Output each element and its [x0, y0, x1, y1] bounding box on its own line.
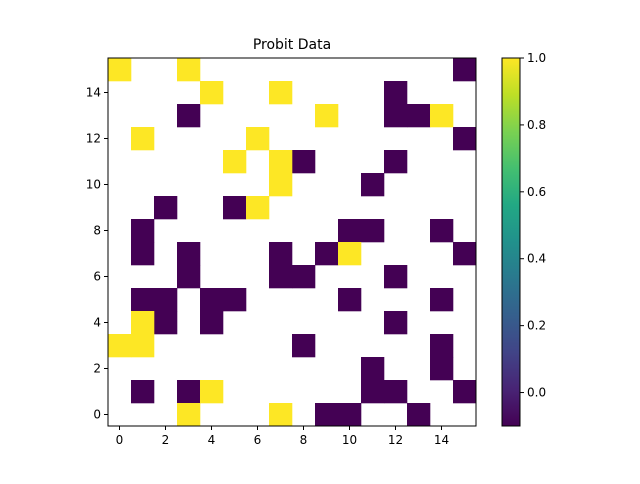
- colorbar-tick-label: 0.6: [527, 185, 546, 199]
- heatmap-cell-0: [361, 380, 385, 404]
- heatmap-cell-1: [315, 104, 339, 128]
- y-axis: 0 2 4 6 8 10 12 14: [86, 86, 108, 422]
- heatmap-cell-0: [154, 288, 178, 312]
- heatmap-cell-1: [131, 127, 155, 151]
- heatmap-cell-0: [384, 311, 408, 335]
- heatmap-cell-0: [269, 265, 293, 289]
- heatmap-cell-1: [269, 81, 293, 105]
- heatmap-cell-0: [361, 173, 385, 197]
- heatmap-cell-1: [338, 242, 362, 266]
- x-tick-label: 12: [388, 433, 403, 447]
- heatmap-cell-1: [246, 196, 270, 220]
- colorbar-tick-label: 0.8: [527, 118, 546, 132]
- heatmap-cell-0: [292, 150, 316, 174]
- plot-frame: [107, 57, 477, 427]
- heatmap-cell-0: [177, 380, 201, 404]
- heatmap-cell-1: [108, 334, 132, 358]
- heatmap-cell-0: [177, 265, 201, 289]
- heatmap-cell-1: [177, 58, 201, 82]
- heatmap-cell-1: [246, 127, 270, 151]
- heatmap-cell-0: [384, 150, 408, 174]
- heatmap-cell-1: [131, 311, 155, 335]
- plot-area: 0 2 4 6 8 10 12 14 0 2 4 6 8 10 12 14: [86, 57, 477, 447]
- heatmap-cell-0: [223, 288, 247, 312]
- x-tick-label: 0: [116, 433, 124, 447]
- x-tick-label: 8: [300, 433, 308, 447]
- heatmap-cell-0: [453, 58, 477, 82]
- heatmap-cell-0: [430, 219, 454, 243]
- heatmap-cell-0: [361, 219, 385, 243]
- y-tick-label: 6: [93, 270, 101, 284]
- heatmap-cell-0: [407, 403, 431, 427]
- x-tick-label: 6: [254, 433, 262, 447]
- heatmap-cell-1: [177, 403, 201, 427]
- heatmap-cell-0: [154, 311, 178, 335]
- heatmap-cell-1: [269, 173, 293, 197]
- heatmap-cell-0: [131, 242, 155, 266]
- heatmap-cell-0: [453, 242, 477, 266]
- heatmap-cell-0: [453, 380, 477, 404]
- x-tick-label: 2: [162, 433, 170, 447]
- heatmap-cell-0: [338, 288, 362, 312]
- heatmap-cell-0: [154, 196, 178, 220]
- heatmap-cell-0: [384, 265, 408, 289]
- heatmap-cell-0: [453, 127, 477, 151]
- x-tick-label: 14: [434, 433, 449, 447]
- colorbar-tick-label: 0.2: [527, 319, 546, 333]
- x-tick-label: 4: [208, 433, 216, 447]
- y-tick-label: 8: [93, 224, 101, 238]
- heatmap-cell-1: [131, 334, 155, 358]
- heatmap-cell-1: [223, 150, 247, 174]
- heatmap-cell-0: [131, 219, 155, 243]
- heatmap-cell-0: [269, 242, 293, 266]
- heatmap-cell-0: [430, 334, 454, 358]
- colorbar: 0.0 0.2 0.4 0.6 0.8 1.0: [501, 51, 546, 427]
- heatmap-cell-0: [292, 334, 316, 358]
- heatmap-cell-0: [200, 288, 224, 312]
- colorbar-ticks: 0.0 0.2 0.4 0.6 0.8 1.0: [520, 51, 546, 400]
- y-tick-label: 12: [86, 132, 101, 146]
- colorbar-tick-label: 0.4: [527, 252, 546, 266]
- y-tick-label: 2: [93, 362, 101, 376]
- chart-title: Probit Data: [253, 37, 331, 53]
- heatmap-cell-0: [407, 104, 431, 128]
- heatmap-cell-0: [338, 219, 362, 243]
- heatmap-cell-0: [361, 357, 385, 381]
- y-tick-label: 10: [86, 178, 101, 192]
- heatmap-cell-0: [384, 104, 408, 128]
- heatmap-cell-0: [131, 288, 155, 312]
- y-tick-label: 0: [93, 408, 101, 422]
- heatmap-cell-0: [430, 357, 454, 381]
- heatmap-cell-0: [384, 81, 408, 105]
- heatmap-cell-0: [315, 242, 339, 266]
- x-axis: 0 2 4 6 8 10 12 14: [116, 426, 449, 447]
- heatmap-cell-0: [384, 380, 408, 404]
- colorbar-gradient: [501, 57, 521, 427]
- x-tick-label: 10: [342, 433, 357, 447]
- y-tick-label: 4: [93, 316, 101, 330]
- heatmap-cell-0: [223, 196, 247, 220]
- heatmap-cell-0: [200, 311, 224, 335]
- heatmap-cell-1: [108, 58, 132, 82]
- heatmap-cell-1: [200, 81, 224, 105]
- colorbar-tick-label: 0.0: [527, 386, 546, 400]
- heatmap-cell-0: [177, 242, 201, 266]
- heatmap-cell-0: [315, 403, 339, 427]
- heatmap-cell-0: [430, 288, 454, 312]
- colorbar-tick-label: 1.0: [527, 51, 546, 65]
- heatmap-cell-0: [292, 265, 316, 289]
- heatmap-cells: [108, 58, 477, 427]
- y-tick-label: 14: [86, 86, 101, 100]
- heatmap-cell-0: [177, 104, 201, 128]
- heatmap-cell-1: [269, 150, 293, 174]
- heatmap-cell-1: [200, 380, 224, 404]
- heatmap-cell-1: [430, 104, 454, 128]
- heatmap-cell-0: [131, 380, 155, 404]
- heatmap-cell-0: [338, 403, 362, 427]
- heatmap-cell-1: [269, 403, 293, 427]
